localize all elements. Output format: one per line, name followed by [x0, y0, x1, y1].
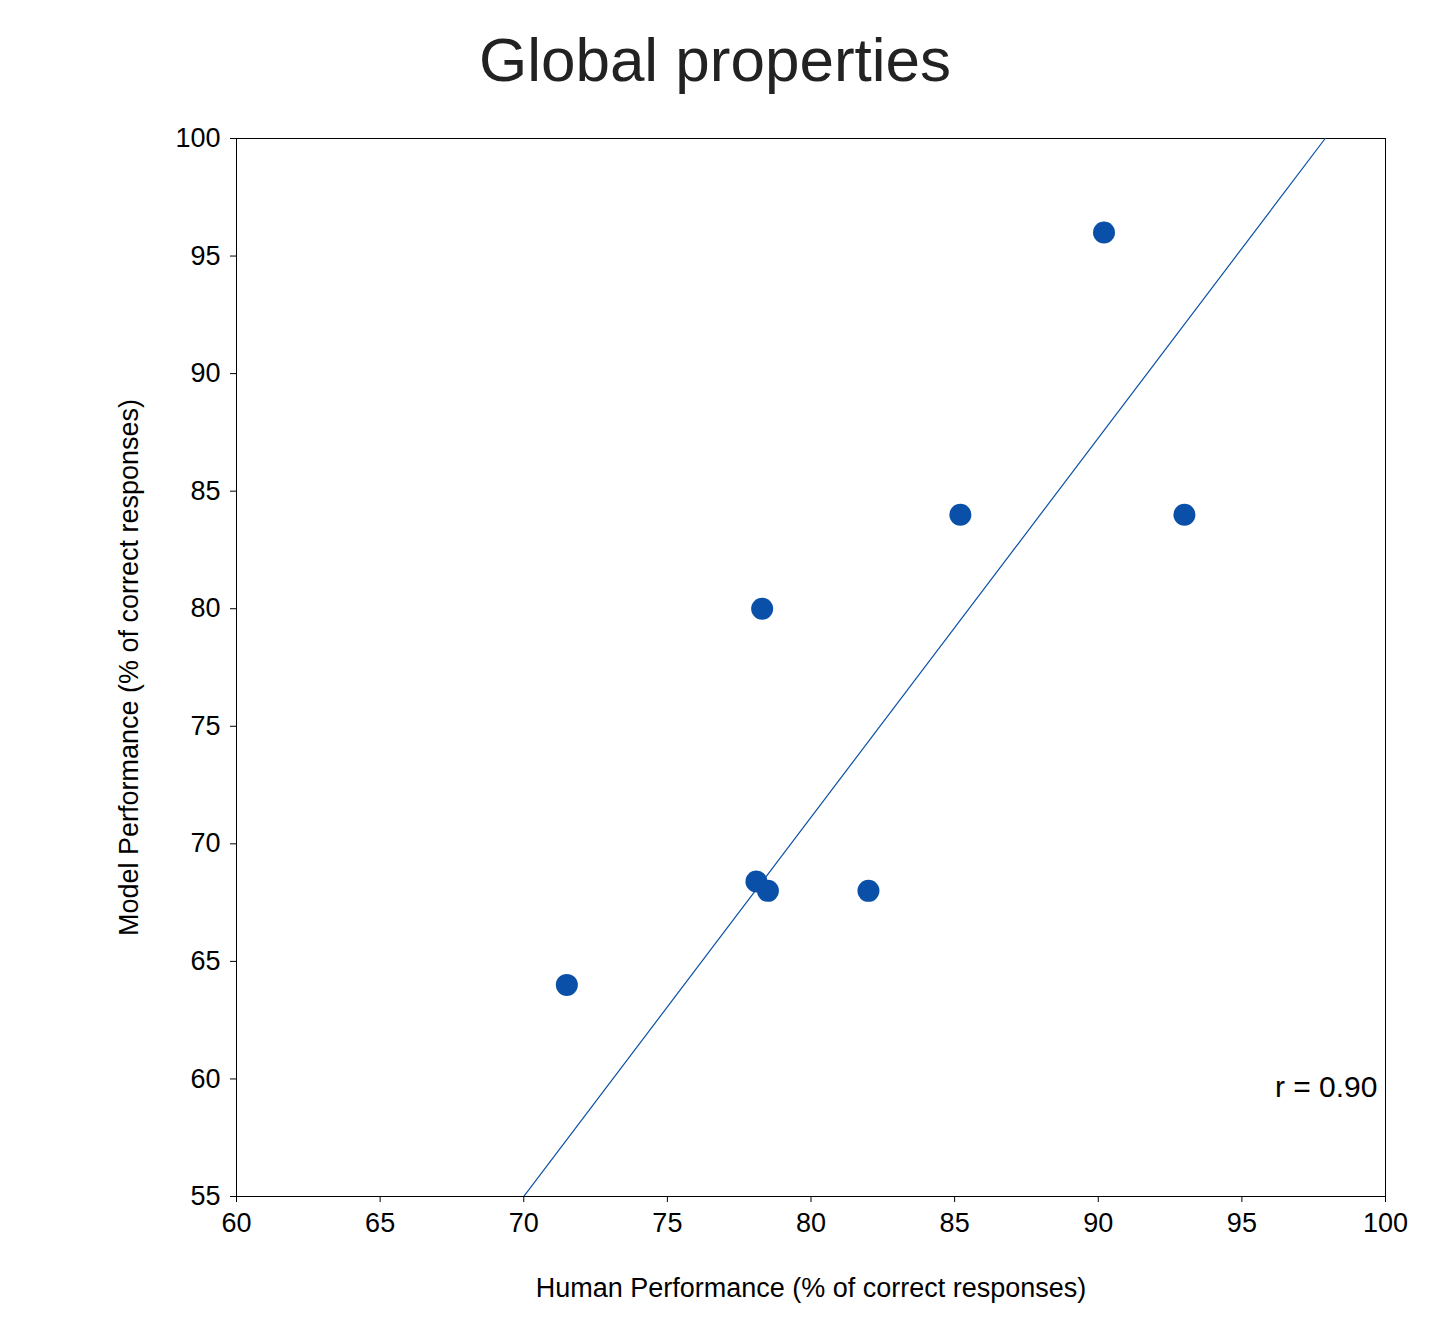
svg-text:60: 60: [221, 1208, 251, 1238]
svg-text:100: 100: [175, 123, 220, 153]
svg-text:70: 70: [190, 828, 220, 858]
svg-text:65: 65: [190, 946, 220, 976]
html-text:Global properties: Global properties: [478, 25, 952, 94]
svg-text:65: 65: [365, 1208, 395, 1238]
svg-text:80: 80: [190, 593, 220, 623]
svg-text:90: 90: [1083, 1208, 1113, 1238]
svg-text:100: 100: [1363, 1208, 1408, 1238]
svg-text:60: 60: [190, 1064, 220, 1094]
svg-text:Model Performance (% of correc: Model Performance (% of correct response…: [114, 399, 144, 936]
svg-text:95: 95: [190, 241, 220, 271]
svg-text:75: 75: [652, 1208, 682, 1238]
svg-text:95: 95: [1227, 1208, 1257, 1238]
svg-text:85: 85: [190, 476, 220, 506]
svg-text:r = 0.90: r = 0.90: [1275, 1070, 1378, 1103]
svg-text:70: 70: [509, 1208, 539, 1238]
svg-text:Human Performance (% of correc: Human Performance (% of correct response…: [536, 1273, 1087, 1303]
svg-text:55: 55: [190, 1181, 220, 1211]
svg-text:85: 85: [940, 1208, 970, 1238]
svg-text:80: 80: [796, 1208, 826, 1238]
svg-text:75: 75: [190, 711, 220, 741]
svg-text:90: 90: [190, 358, 220, 388]
